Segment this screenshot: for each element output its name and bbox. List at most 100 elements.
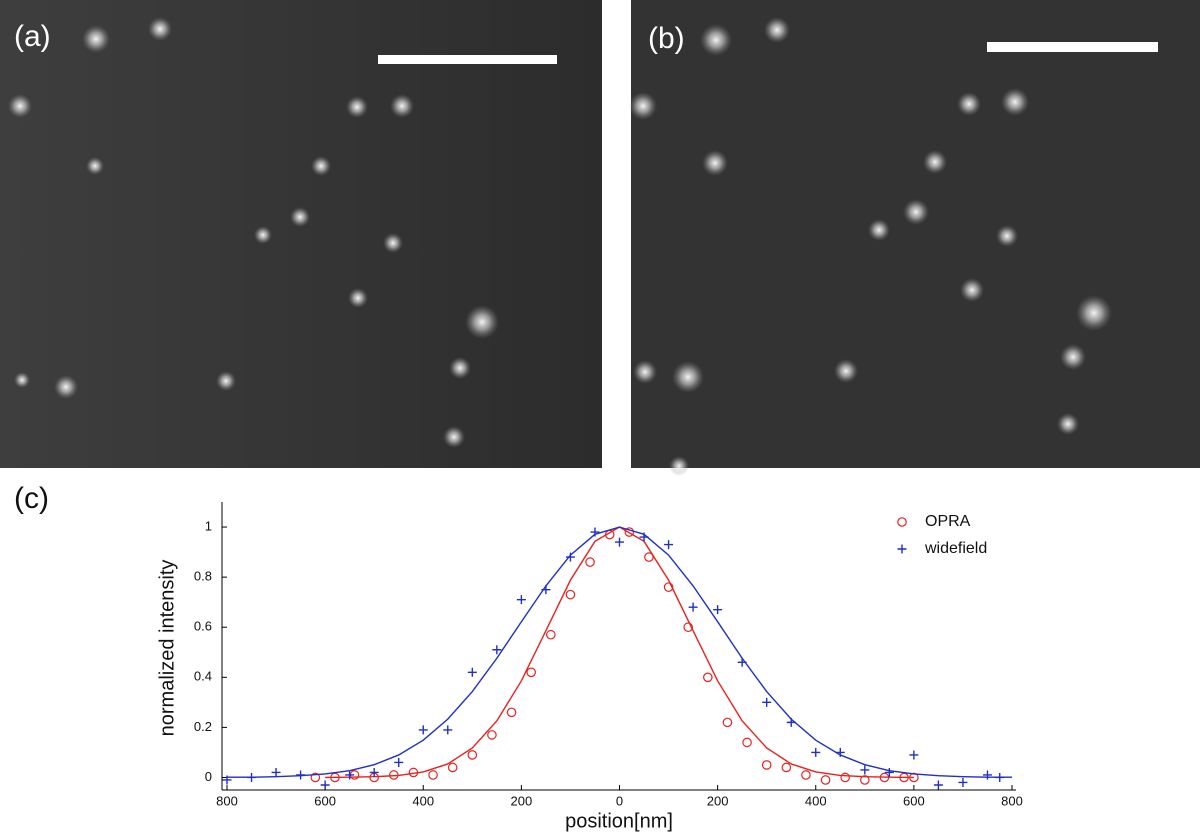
spot — [834, 359, 858, 383]
data-point — [506, 707, 517, 718]
spot — [443, 426, 465, 448]
spot — [700, 24, 732, 56]
spot — [868, 219, 890, 241]
x-tick-label: 200 — [511, 793, 533, 808]
spot — [702, 150, 728, 176]
spot — [290, 207, 310, 227]
data-point — [585, 557, 595, 567]
data-point — [345, 770, 355, 780]
data-point — [394, 757, 404, 767]
data-point — [389, 770, 399, 780]
data-point — [786, 717, 796, 727]
data-point — [811, 747, 821, 757]
data-point — [781, 762, 792, 773]
data-point — [762, 697, 772, 707]
spot — [465, 305, 499, 339]
data-point — [418, 725, 428, 735]
data-point — [590, 527, 600, 537]
spot — [923, 150, 947, 174]
data-point — [884, 767, 894, 777]
x-tick-label: 800 — [216, 793, 238, 808]
data-point — [933, 780, 943, 790]
data-point — [271, 767, 281, 777]
data-point — [860, 775, 870, 785]
y-tick-label: 0.8 — [194, 569, 212, 584]
fit-line — [325, 526, 914, 779]
data-point — [526, 667, 536, 678]
data-point — [516, 595, 526, 605]
spots — [8, 17, 1112, 476]
spot — [629, 92, 657, 120]
data-point — [879, 772, 890, 783]
y-tick-label: 1 — [205, 518, 212, 533]
data-point — [995, 772, 1005, 782]
data-point — [909, 750, 919, 760]
spot — [633, 360, 657, 384]
data-point — [860, 765, 870, 775]
data-point — [737, 657, 747, 667]
data-point — [624, 527, 635, 537]
data-point — [958, 777, 968, 787]
y-axis-label: normalized intensity — [156, 560, 178, 737]
data-point — [222, 775, 232, 785]
data-point — [840, 772, 850, 783]
image-b — [631, 0, 1200, 468]
data-point — [683, 622, 693, 633]
data-point — [492, 645, 502, 655]
data-point — [487, 730, 497, 740]
x-tick-label: 400 — [805, 793, 827, 808]
x-tick-label: 800 — [1001, 793, 1023, 808]
y-tick-label: 0.4 — [194, 669, 212, 684]
image-a — [0, 0, 602, 468]
data-point — [644, 552, 654, 562]
data-point — [408, 767, 419, 778]
spot — [1076, 295, 1112, 331]
panel-label: (b) — [648, 22, 685, 55]
data-point — [713, 605, 723, 615]
legend-label: widefield — [924, 540, 987, 557]
x-axis-label: position[nm] — [565, 810, 673, 832]
data-point — [247, 772, 257, 782]
data-point — [703, 672, 713, 683]
spot — [390, 94, 414, 118]
spot — [14, 372, 30, 388]
scale-bar — [987, 42, 1158, 52]
spot — [996, 225, 1018, 247]
data-point — [615, 537, 624, 547]
spot — [311, 156, 331, 176]
data-point — [663, 582, 674, 592]
data-point — [467, 750, 478, 760]
spot — [903, 199, 929, 225]
fit-line — [227, 526, 1012, 778]
scale-bar — [378, 55, 557, 64]
spot — [383, 233, 403, 253]
data-point — [565, 552, 575, 562]
y-tick-label: 0 — [205, 769, 212, 784]
spot — [449, 357, 471, 379]
data-point — [320, 780, 330, 790]
spot — [1057, 413, 1079, 435]
data-point — [467, 667, 477, 677]
data-point — [801, 770, 811, 780]
spot — [764, 17, 790, 43]
spot — [82, 25, 110, 53]
spot — [960, 278, 984, 302]
x-tick-label: 600 — [314, 793, 336, 808]
spot — [669, 456, 689, 476]
panel-label: (c) — [14, 482, 49, 515]
data-point — [820, 775, 831, 785]
data-point — [310, 772, 321, 783]
data-point — [639, 532, 649, 542]
data-point — [369, 767, 379, 777]
spot — [54, 375, 78, 399]
spot — [86, 157, 104, 175]
data-point — [546, 629, 556, 640]
spot — [348, 288, 368, 308]
legend-marker — [897, 544, 907, 554]
data-point — [688, 602, 698, 612]
data-point — [565, 589, 576, 600]
data-point — [722, 717, 733, 728]
data-point — [761, 760, 772, 770]
data-point — [742, 737, 752, 748]
